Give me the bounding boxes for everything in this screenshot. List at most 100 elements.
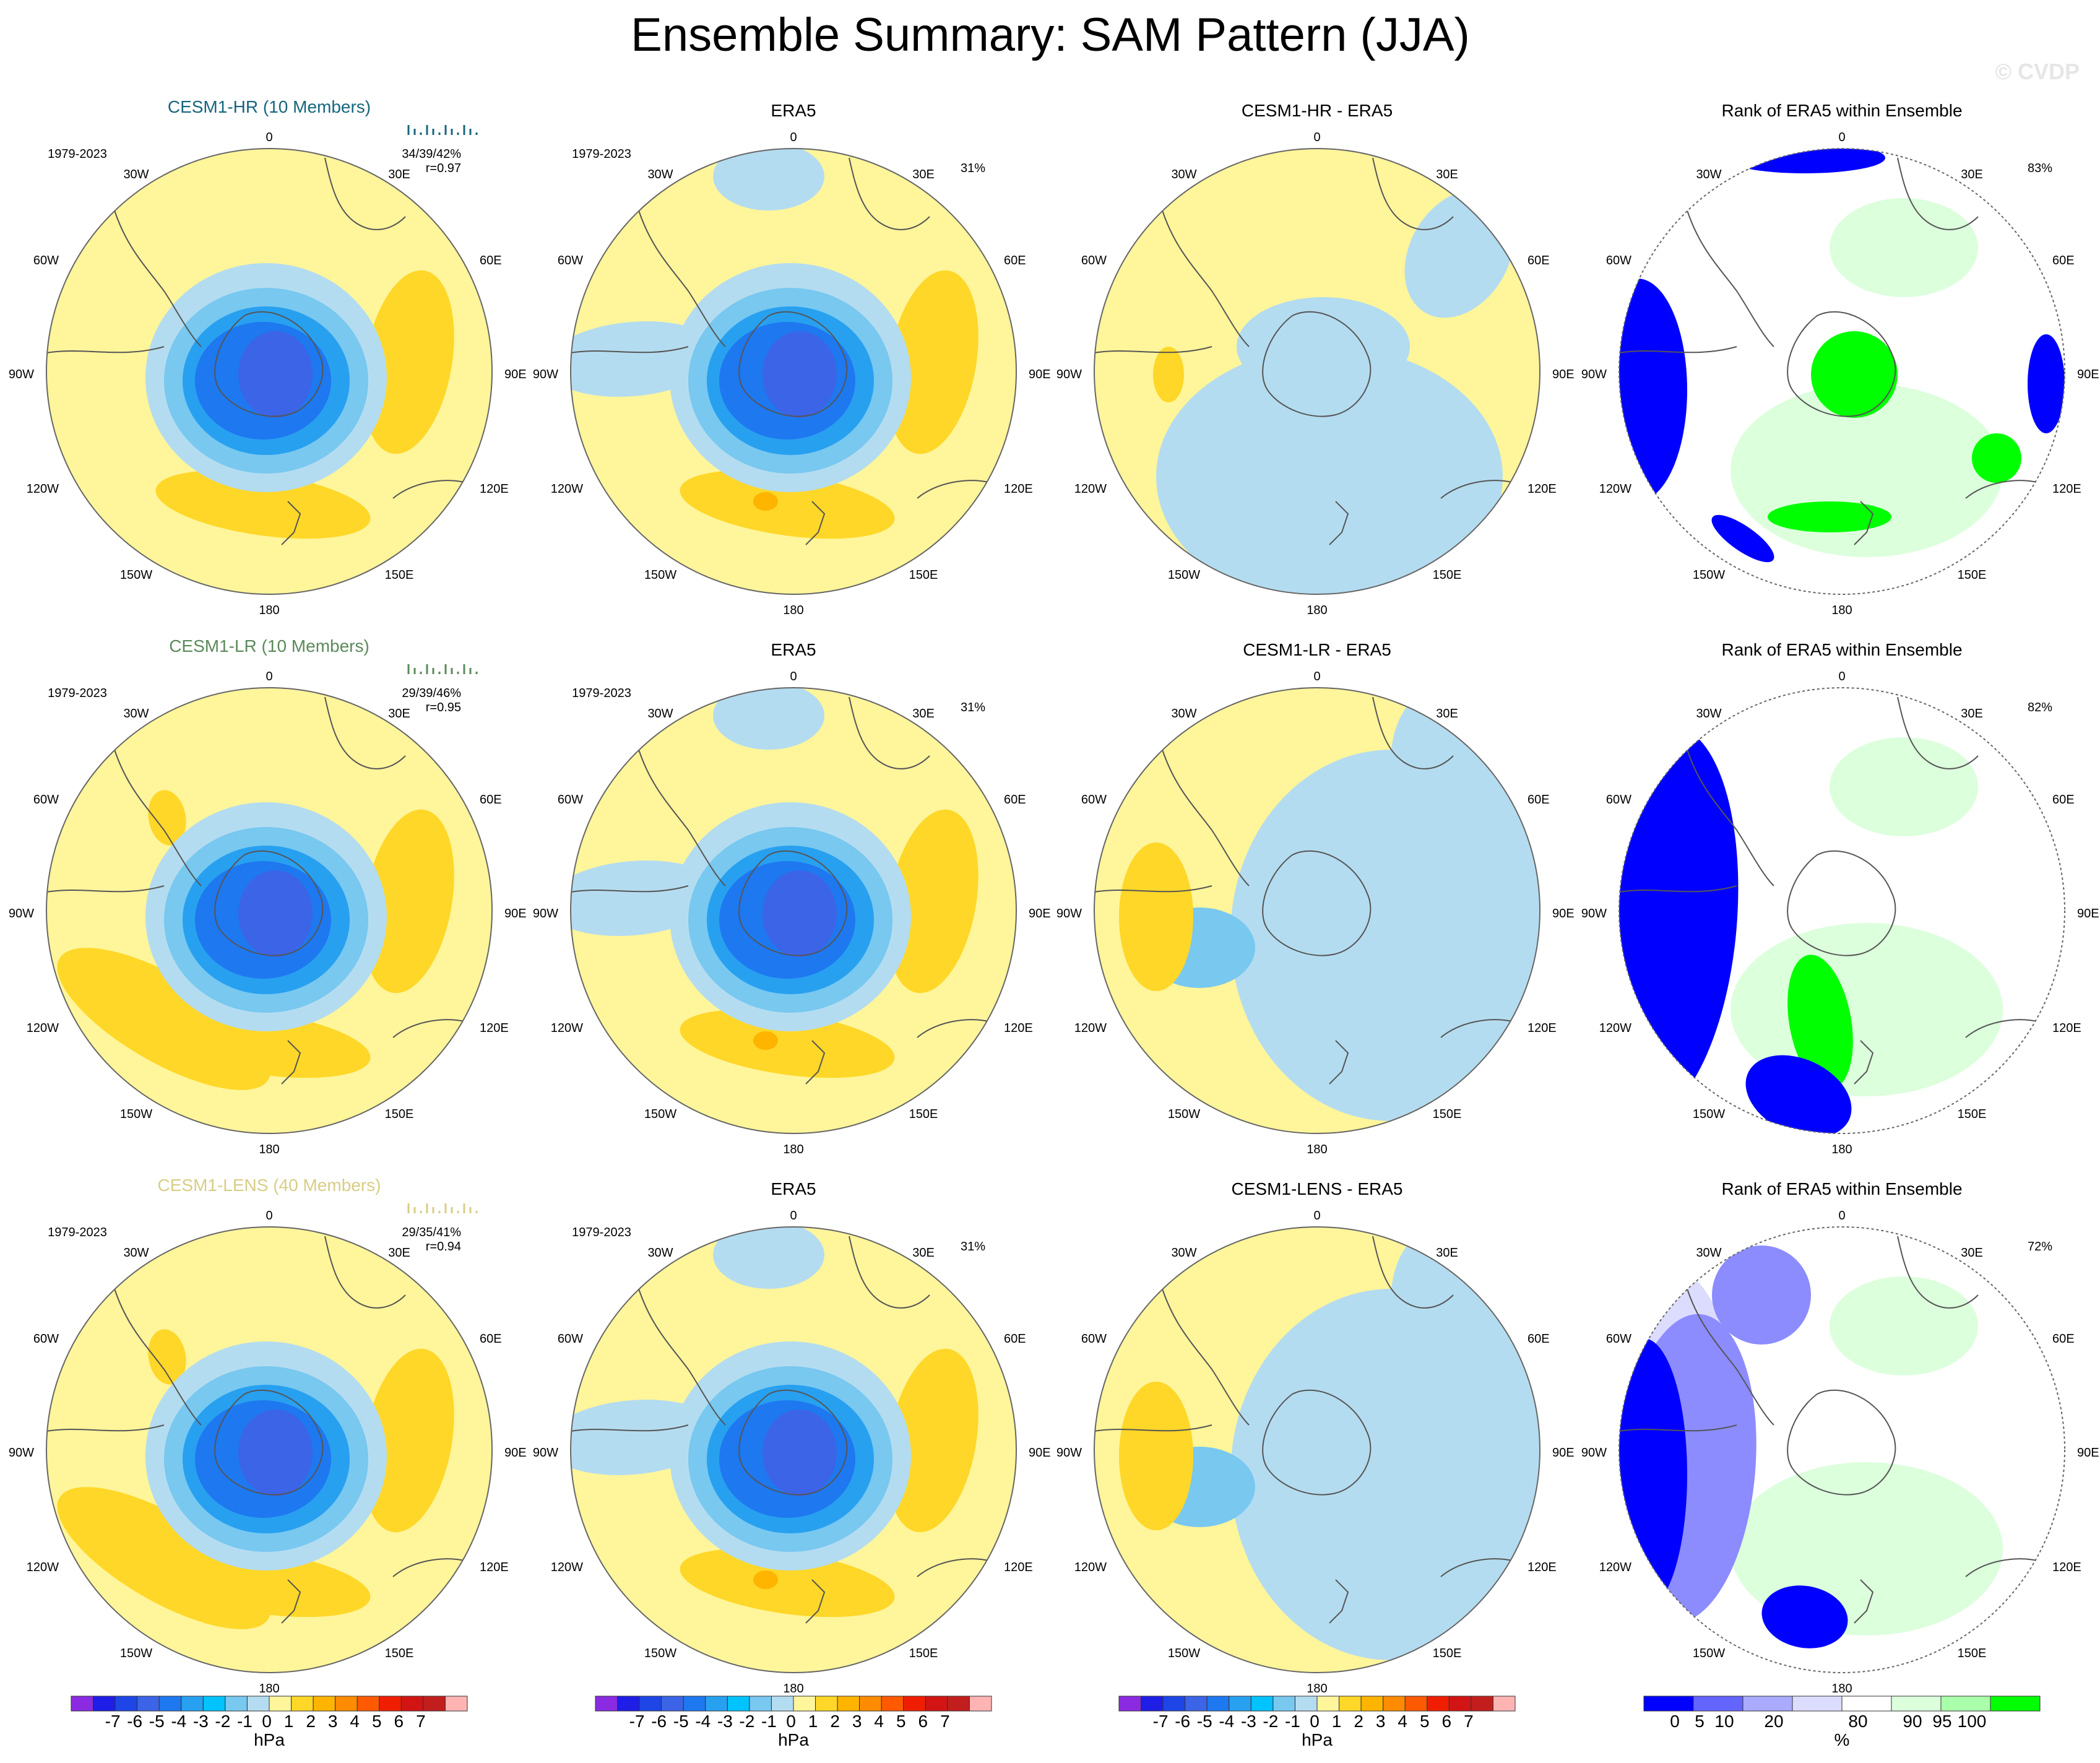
lon-label-left_upper: 60W	[1606, 254, 1631, 267]
lon-label-left_upper: 60W	[558, 1332, 583, 1346]
rank-percent: 72%	[2028, 1240, 2052, 1254]
lon-label-upper_left: 30W	[1696, 168, 1721, 181]
colorbar-tick-label: -1	[761, 1712, 777, 1731]
rank-green-south	[1787, 955, 1853, 1089]
lon-label-right: 90E	[1029, 907, 1051, 920]
colorbar-tick-label: 95	[1932, 1712, 1951, 1731]
negative-diff-region	[1230, 750, 1540, 1121]
lon-label-lower_left: 150W	[644, 1647, 676, 1660]
positive-lobe-south	[155, 470, 371, 539]
colorbar-swatch	[225, 1696, 248, 1712]
lon-label-lower_right: 150E	[1958, 568, 1987, 582]
negative-diff-center	[1237, 297, 1410, 396]
new-zealand-coastline	[281, 1579, 301, 1624]
lon-label-bottom: 180	[1307, 1682, 1327, 1696]
rank-light-green-north	[1830, 1276, 1978, 1375]
lon-label-left_lower: 120W	[551, 1021, 583, 1035]
positive-diff-west	[1119, 843, 1193, 991]
africa-coastline	[1372, 157, 1454, 230]
negative-core	[763, 331, 837, 418]
new-zealand-coastline	[281, 1040, 301, 1085]
lon-label-bottom: 180	[1831, 1143, 1852, 1156]
south-america-coastline	[1687, 1288, 1774, 1426]
colorbar-swatch	[1360, 1696, 1384, 1712]
lon-label-upper_right: 30E	[912, 707, 935, 721]
africa-coastline	[1372, 696, 1454, 769]
colorbar-swatch	[1643, 1696, 1694, 1712]
lon-label-upper_left: 30W	[123, 1246, 149, 1260]
lon-label-left: 90W	[1056, 368, 1082, 381]
rank-percent: 83%	[2028, 162, 2052, 175]
negative-lobe-north	[713, 149, 824, 210]
antarctica-coastline	[214, 850, 324, 956]
new-zealand-coastline	[1854, 501, 1874, 545]
lon-label-right_upper: 60E	[1527, 1332, 1550, 1346]
rank-panel-title: Rank of ERA5 within Ensemble	[1721, 640, 1962, 659]
positive-lobe-south	[680, 1548, 895, 1618]
colorbar-tick-label: 4	[1398, 1712, 1407, 1731]
lon-label-upper_left: 30W	[647, 1246, 673, 1260]
lon-label-top: 0	[1313, 670, 1320, 683]
coast-segment	[46, 346, 165, 353]
positive-diff-west	[1153, 347, 1184, 402]
lon-label-right_upper: 60E	[480, 1332, 502, 1346]
coast-segment	[571, 885, 689, 893]
rank-colorbar: 0 5 10 20 80 90 95 100%	[1643, 1696, 2041, 1749]
new-zealand-coastline	[1329, 1579, 1349, 1624]
rank-layer	[1619, 149, 2065, 563]
africa-coastline	[849, 696, 930, 769]
colorbar-swatch	[1492, 1696, 1516, 1712]
new-zealand-coastline	[1854, 1040, 1874, 1085]
lon-label-right_upper: 60E	[2052, 254, 2075, 267]
panel-diff-row-3: 0 180 30W 30E 60W 60E 90W 90E 120W 120E 150W 150E CE…	[1056, 1179, 1575, 1696]
positive-lobe-east	[363, 809, 454, 994]
colorbar-tick-label: 10	[1714, 1712, 1734, 1731]
panel-era5-row-2: 0 180 30W 30E 60W 60E 90W 90E 120W 120E 150W 150E ER…	[533, 640, 1051, 1156]
variance-explained: 31%	[961, 1240, 985, 1254]
colorbar-swatch	[335, 1696, 358, 1712]
lon-label-bottom: 180	[1831, 604, 1852, 617]
colorbar-tick-label: 0	[262, 1712, 272, 1731]
lon-label-left_upper: 60W	[33, 793, 59, 807]
colorbar-swatch	[400, 1696, 424, 1712]
panel-rank-row-1: 0 180 30W 30E 60W 60E 90W 90E 120W 120E 150W 150E Ra…	[1581, 101, 2099, 617]
colorbar-tick-label: 1	[284, 1712, 294, 1731]
colorbar-swatch	[1471, 1696, 1493, 1712]
lon-label-top: 0	[1313, 131, 1320, 144]
antarctica-coastline	[1787, 850, 1896, 956]
colorbar-swatch	[1294, 1696, 1318, 1712]
antarctica-coastline	[1262, 1389, 1372, 1496]
new-zealand-coastline	[1329, 1040, 1349, 1085]
hpa-colorbar-1: -7 -6 -5 -4 -3 -2 -1 0 1 2 3 4 5 6 7 hPa	[71, 1696, 468, 1749]
lon-label-lower_right: 150E	[1958, 1647, 1987, 1660]
colorbar-tick-label: 3	[1376, 1712, 1386, 1731]
panel-rank-row-3: 0 180 30W 30E 60W 60E 90W 90E 120W 120E 150W 150E Ra…	[1581, 1179, 2099, 1696]
colorbar-tick-label: -4	[695, 1712, 711, 1731]
lon-label-lower_left: 150W	[1693, 1107, 1725, 1121]
lon-label-right_upper: 60E	[1527, 793, 1550, 807]
colorbar-swatch	[771, 1696, 794, 1712]
rank-blue-west	[1619, 726, 1739, 1120]
lon-label-top: 0	[790, 670, 797, 683]
lon-label-right_lower: 120E	[2052, 482, 2081, 496]
rank-blue-south	[1761, 1585, 1848, 1648]
new-zealand-coastline	[281, 501, 301, 545]
lon-label-right_lower: 120E	[1004, 482, 1033, 496]
colorbar-swatch	[93, 1696, 116, 1712]
colorbar-tick-label: 80	[1848, 1712, 1867, 1731]
lon-label-left: 90W	[9, 1446, 34, 1460]
antarctica-coastline	[1262, 311, 1372, 417]
rank-blue-east	[2028, 334, 2065, 433]
coast-segment	[46, 1424, 165, 1432]
colorbar-swatch	[793, 1696, 816, 1712]
lon-label-left_lower: 120W	[551, 482, 583, 496]
colorbar-tick-label: 5	[1695, 1712, 1705, 1731]
negative-core	[238, 1410, 313, 1496]
lon-label-left_lower: 120W	[1074, 482, 1107, 496]
lon-label-upper_right: 30E	[388, 1246, 410, 1260]
lon-label-left_lower: 120W	[1074, 1021, 1107, 1035]
colorbar-tick-label: 4	[874, 1712, 884, 1731]
lon-label-left: 90W	[1581, 368, 1607, 381]
